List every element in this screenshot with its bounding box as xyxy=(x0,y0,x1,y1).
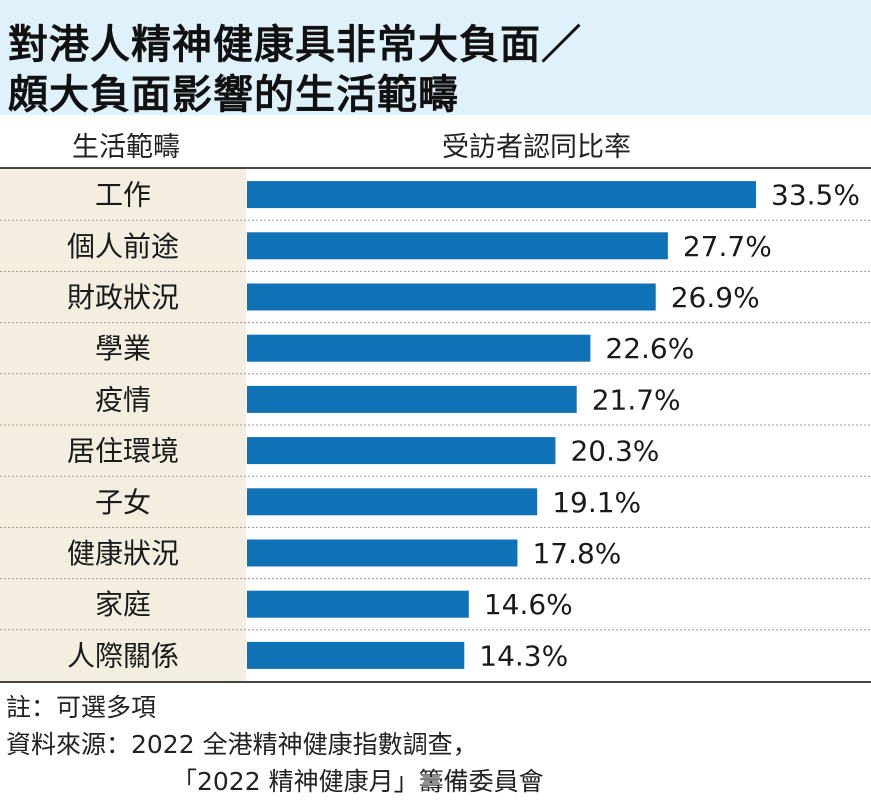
category-label: 居住環境 xyxy=(67,435,179,468)
chart-title-line-2: 頗大負面影響的生活範疇 xyxy=(8,72,459,118)
category-label: 健康狀況 xyxy=(67,537,179,570)
category-label: 個人前途 xyxy=(67,230,179,263)
bar xyxy=(247,181,756,209)
chart-title-line-1: 對港人精神健康具非常大負面／ xyxy=(8,22,582,68)
category-column-header: 生活範疇 xyxy=(72,132,180,163)
value-label: 14.6% xyxy=(484,588,573,621)
bar-chart: 工作 33.5% 個人前途 27.7% 財政狀況 26.9% 學業 22.6% 疫情 21.7% 居… xyxy=(0,179,871,672)
bar xyxy=(247,539,518,567)
value-label: 33.5% xyxy=(771,179,860,212)
bottom-rule xyxy=(0,681,871,683)
category-label: 學業 xyxy=(95,332,151,365)
footnote: 註：可選多項 xyxy=(6,693,157,722)
value-label: 26.9% xyxy=(671,281,760,314)
bar xyxy=(247,641,465,669)
category-label: 家庭 xyxy=(95,588,151,621)
value-label: 22.6% xyxy=(605,332,694,365)
bar xyxy=(247,437,556,465)
bar xyxy=(247,334,591,362)
bar xyxy=(247,283,656,311)
value-label: 27.7% xyxy=(683,230,772,263)
title-block: 對港人精神健康具非常大負面／ 頗大負面影響的生活範疇 xyxy=(0,0,871,118)
value-label: 17.8% xyxy=(532,537,621,570)
column-header-row: 生活範疇 受訪者認同比率 xyxy=(0,115,871,169)
value-label: 14.3% xyxy=(479,639,568,672)
bar xyxy=(247,488,538,516)
bar xyxy=(247,232,668,260)
value-label: 21.7% xyxy=(592,383,681,416)
category-label: 工作 xyxy=(95,179,151,212)
value-label: 19.1% xyxy=(552,486,641,519)
value-column-header: 受訪者認同比率 xyxy=(442,132,631,163)
bar xyxy=(247,385,577,413)
category-label: 人際關係 xyxy=(67,639,179,672)
bar xyxy=(247,590,469,618)
category-label: 疫情 xyxy=(95,383,151,416)
category-label: 子女 xyxy=(95,486,151,519)
value-label: 20.3% xyxy=(570,435,659,468)
source-line-1: 資料來源：2022 全港精神健康指數調查， xyxy=(6,730,478,759)
source-line-2: 「2022 精神健康月」籌備委員會 xyxy=(172,767,544,796)
category-label: 財政狀況 xyxy=(67,281,179,314)
